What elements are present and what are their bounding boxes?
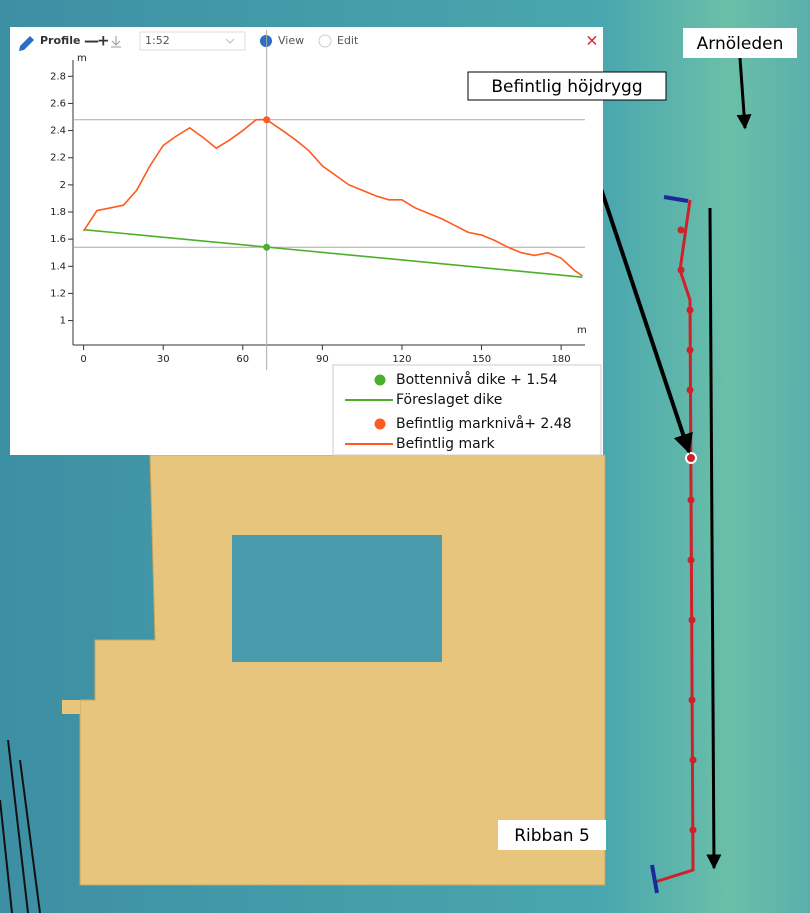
x-tick-label: 0 [80,354,86,365]
y-tick-label: 2.2 [50,153,66,164]
marker [263,244,270,251]
y-tick-label: 2.4 [50,126,66,137]
courtyard [232,535,442,662]
y-tick-label: 2.6 [50,98,66,109]
building-plot [62,700,80,714]
radio-edit[interactable] [319,35,331,47]
scale-value: 1:52 [145,34,170,47]
y-tick-label: 1.2 [50,288,66,299]
map-label: Ribban 5 [514,826,590,846]
path-position[interactable] [686,453,696,463]
y-tick-label: 1 [60,316,66,327]
mode-label: Edit [337,34,359,47]
legend-dot [375,375,386,386]
x-tick-label: 120 [392,354,411,365]
x-tick-label: 60 [236,354,249,365]
y-tick-label: 1.4 [50,261,66,272]
x-tick-label: 180 [552,354,571,365]
map-label: Arnöleden [697,34,784,54]
page: Arnöleden Ribban 5 Befintlig höjdrygg Pr… [0,0,810,913]
legend-label: Bottennivå dike + 1.54 [396,371,558,388]
map-label: Befintlig höjdrygg [491,77,642,97]
x-tick-label: 30 [157,354,170,365]
legend-label: Befintlig marknivå+ 2.48 [396,415,572,432]
y-tick-label: 1.8 [50,207,66,218]
screen: Arnöleden Ribban 5 Befintlig höjdrygg Pr… [0,0,810,913]
zoom-in[interactable]: + [97,32,110,50]
y-tick-label: 1.6 [50,234,66,245]
marker [263,116,270,123]
close-button[interactable]: × [585,31,598,50]
y-tick-label: 2.8 [50,71,66,82]
y-tick-label: 2 [60,180,66,191]
x-tick-label: 90 [316,354,329,365]
x-axis-label: m [577,325,587,336]
legend-label: Befintlig mark [396,436,495,452]
legend-dot [375,419,386,430]
x-tick-label: 150 [472,354,491,365]
mode-label: View [278,34,304,47]
y-axis-label: m [77,53,87,64]
toolbar-title: Profile [40,34,80,47]
legend-label: Föreslaget dike [396,392,502,408]
radio-view[interactable] [260,35,272,47]
